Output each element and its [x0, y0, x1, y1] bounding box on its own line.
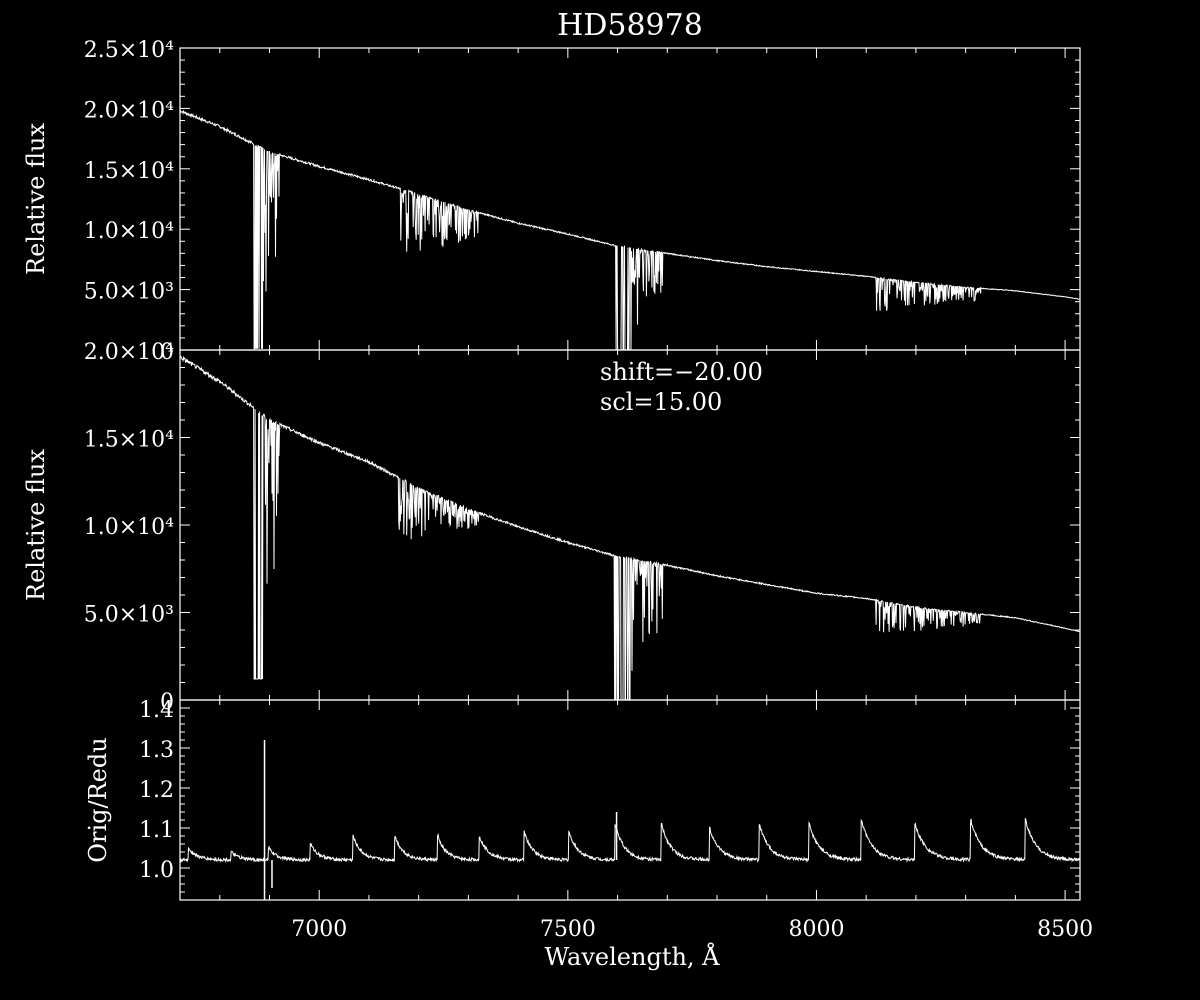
top-panel-ylabel: Relative flux: [22, 123, 50, 275]
x-tick-label: 8500: [1037, 917, 1093, 942]
y-tick-label: 1.0×10⁴: [84, 515, 174, 540]
top-panel-spectrum: [180, 109, 1080, 351]
middle-panel-ticks: 0 5.0×10³ 1.0×10⁴ 1.5×10⁴ 2.0×10⁴: [84, 340, 1080, 715]
bottom-panel-frame: [179, 699, 1081, 901]
y-tick-label: 1.5×10⁴: [84, 159, 174, 184]
bottom-panel-ratio: [179, 740, 1081, 900]
y-tick-label: 1.0×10⁴: [84, 219, 174, 244]
y-tick-label: 1.3: [139, 738, 174, 763]
bottom-panel-ylabel: Orig/Redu: [84, 737, 112, 862]
y-tick-label: 1.4: [139, 698, 174, 723]
x-tick-label: 8000: [788, 917, 844, 942]
y-tick-label: 5.0×10³: [84, 280, 174, 305]
bottom-panel-ticks: 1.0 1.1 1.2 1.3 1.4 7000 7500 8000 8500: [139, 698, 1093, 942]
shift-annotation: shift=−20.00: [600, 358, 763, 386]
middle-panel: 0 5.0×10³ 1.0×10⁴ 1.5×10⁴ 2.0×10⁴ Relative f…: [22, 340, 1081, 715]
chart-title: HD58978: [557, 8, 703, 43]
y-tick-label: 1.5×10⁴: [84, 428, 174, 453]
x-axis-label: Wavelength, Å: [544, 942, 720, 971]
top-panel-ticks: 0 5.0×10³ 1.0×10⁴ 1.5×10⁴ 2.0×10⁴ 2.5×10⁴: [84, 38, 1080, 365]
y-tick-label: 0: [160, 690, 174, 715]
middle-panel-ylabel: Relative flux: [22, 449, 50, 601]
y-tick-label: 5.0×10³: [84, 603, 174, 628]
y-tick-label: 1.2: [139, 778, 174, 803]
y-tick-label: 0: [160, 340, 174, 365]
scale-annotation: scl=15.00: [600, 388, 722, 416]
top-panel: 0 5.0×10³ 1.0×10⁴ 1.5×10⁴ 2.0×10⁴ 2.5×10⁴ Rel…: [22, 38, 1081, 365]
spectrum-series: [180, 109, 1080, 351]
y-tick-label: 1.1: [139, 818, 174, 843]
x-tick-label: 7500: [540, 917, 596, 942]
x-tick-label: 7000: [291, 917, 347, 942]
bottom-panel: 1.0 1.1 1.2 1.3 1.4 7000 7500 8000 8500 Orig/Red…: [84, 698, 1093, 971]
y-tick-label: 2.0×10⁴: [84, 98, 174, 123]
y-tick-label: 2.0×10⁴: [84, 340, 174, 365]
ratio-series: [179, 817, 1081, 864]
y-tick-label: 2.5×10⁴: [84, 38, 174, 63]
y-tick-label: 1.0: [139, 858, 174, 883]
